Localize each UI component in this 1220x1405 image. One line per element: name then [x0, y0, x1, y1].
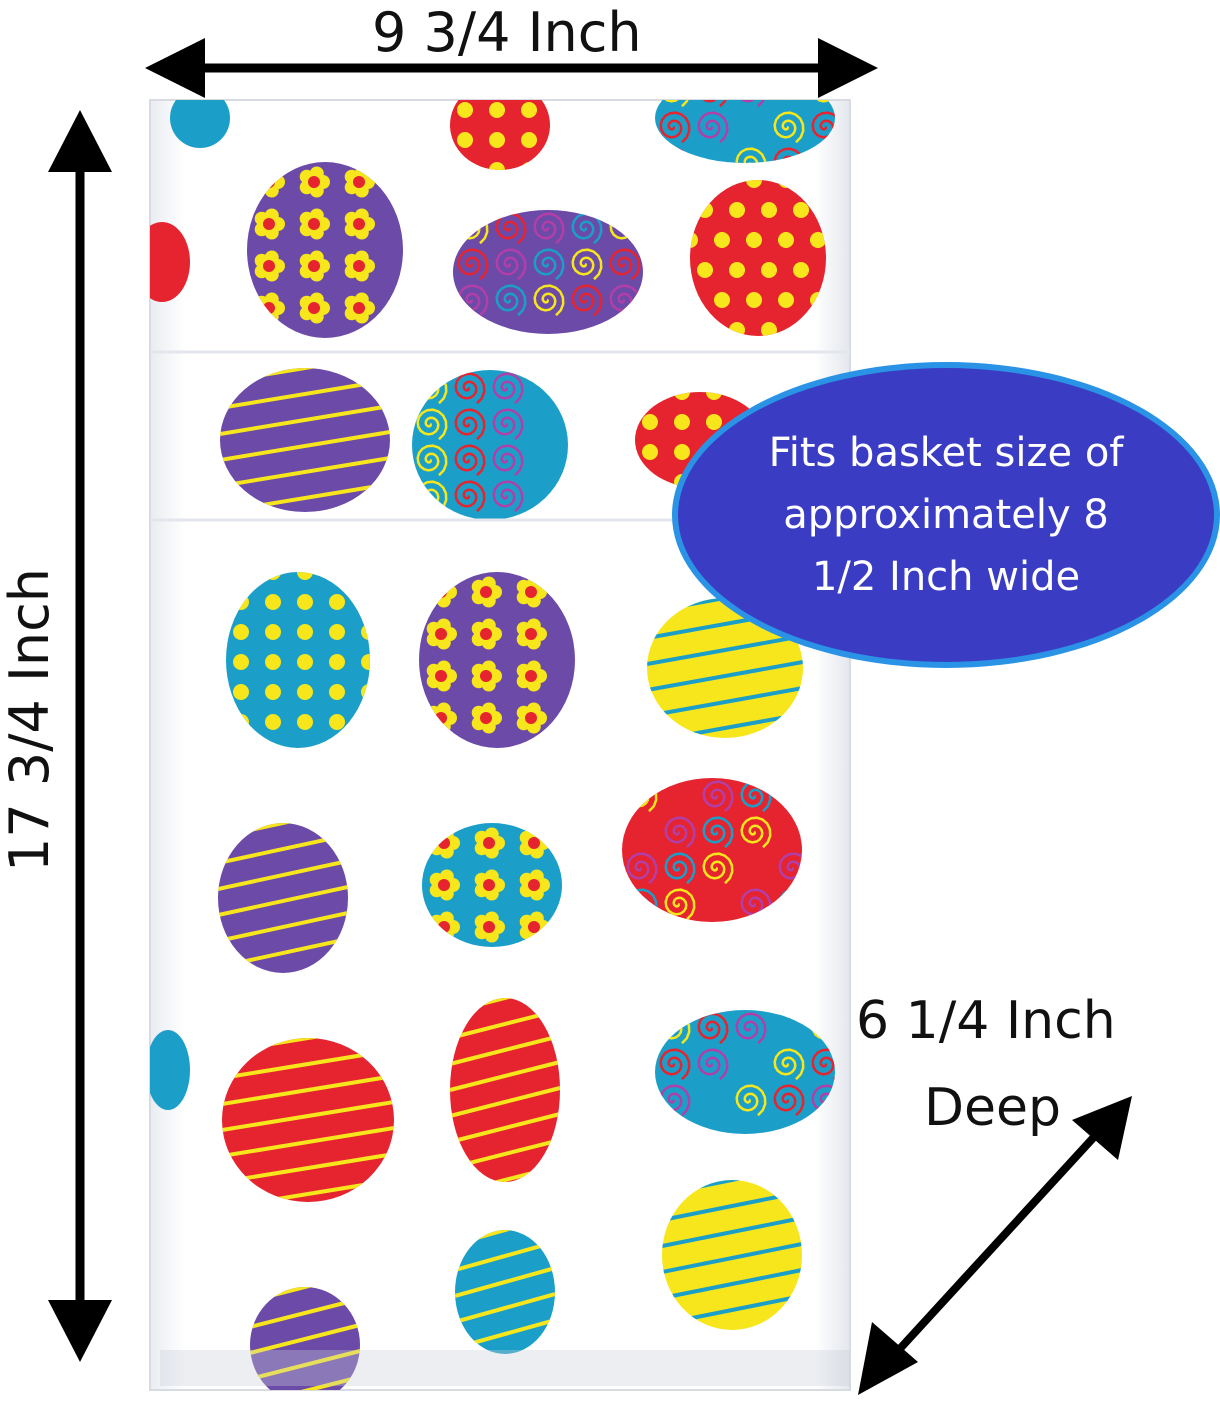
easter-egg-icon [412, 370, 568, 520]
easter-egg-icon [150, 222, 190, 302]
easter-egg-icon [247, 162, 403, 338]
height-arrow-icon [48, 110, 112, 1362]
height-dimension-label: 17 3/4 Inch [0, 567, 61, 873]
easter-egg-icon [422, 823, 562, 947]
width-dimension-label: 9 3/4 Inch [372, 1, 642, 64]
callout-text: Fits basket size of approximately 8 1/2 … [768, 430, 1124, 600]
easter-egg-icon [450, 998, 560, 1182]
width-arrow-icon [145, 38, 878, 98]
easter-egg-icon [150, 1030, 190, 1110]
basket-size-callout: Fits basket size of approximately 8 1/2 … [672, 362, 1220, 668]
easter-egg-icon [250, 1287, 360, 1390]
depth-dimension-sublabel: Deep [924, 1078, 1062, 1138]
egg-pattern [150, 100, 835, 1390]
depth-dimension-label: 6 1/4 Inch [856, 991, 1116, 1051]
easter-egg-icon [220, 368, 390, 512]
easter-egg-icon [170, 100, 230, 148]
easter-egg-icon [453, 210, 643, 334]
depth-arrow-icon [858, 1096, 1132, 1395]
easter-egg-icon [226, 572, 370, 748]
easter-egg-icon [419, 572, 575, 748]
